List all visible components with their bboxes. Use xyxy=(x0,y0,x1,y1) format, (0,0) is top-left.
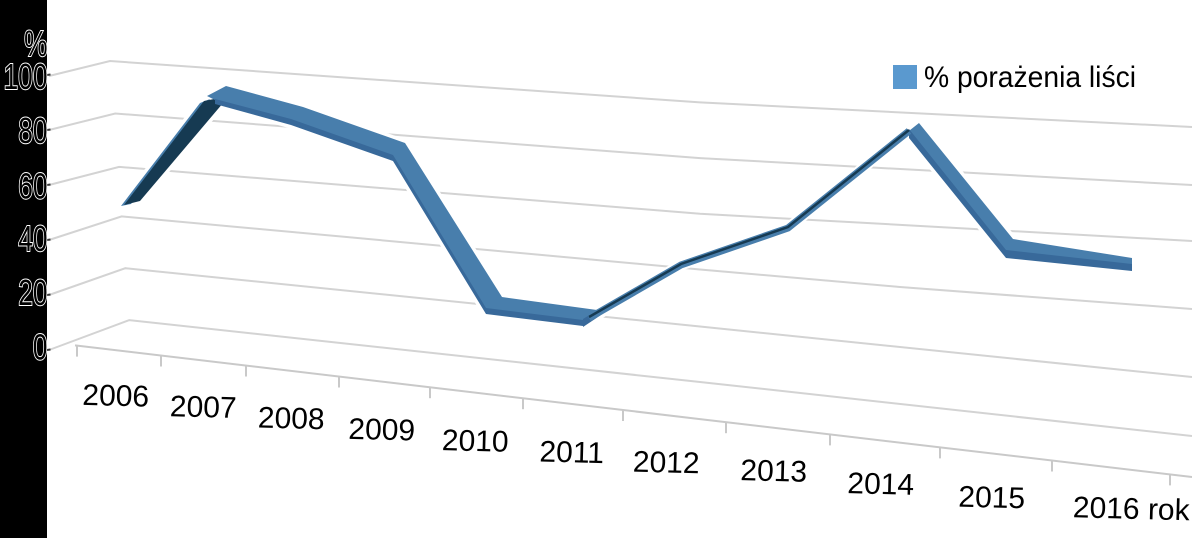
svg-text:% porażenia liści: % porażenia liści xyxy=(924,61,1136,94)
svg-text:%: % xyxy=(24,23,47,64)
svg-text:2011: 2011 xyxy=(539,435,604,470)
svg-text:80: 80 xyxy=(18,110,47,151)
svg-text:100: 100 xyxy=(4,56,48,97)
svg-text:2006: 2006 xyxy=(82,379,150,414)
svg-text:2015: 2015 xyxy=(958,481,1026,516)
svg-text:2012: 2012 xyxy=(632,446,700,481)
svg-text:2009: 2009 xyxy=(348,413,416,448)
svg-text:2010: 2010 xyxy=(441,424,509,459)
svg-text:2013: 2013 xyxy=(740,454,808,489)
svg-text:2016 rok: 2016 rok xyxy=(1072,491,1191,527)
svg-text:2007: 2007 xyxy=(169,390,237,425)
svg-text:0: 0 xyxy=(33,327,48,368)
svg-text:2014: 2014 xyxy=(847,467,915,502)
svg-text:2008: 2008 xyxy=(257,402,325,437)
svg-text:60: 60 xyxy=(18,166,47,207)
svg-text:20: 20 xyxy=(18,272,47,313)
svg-text:40: 40 xyxy=(18,218,47,259)
